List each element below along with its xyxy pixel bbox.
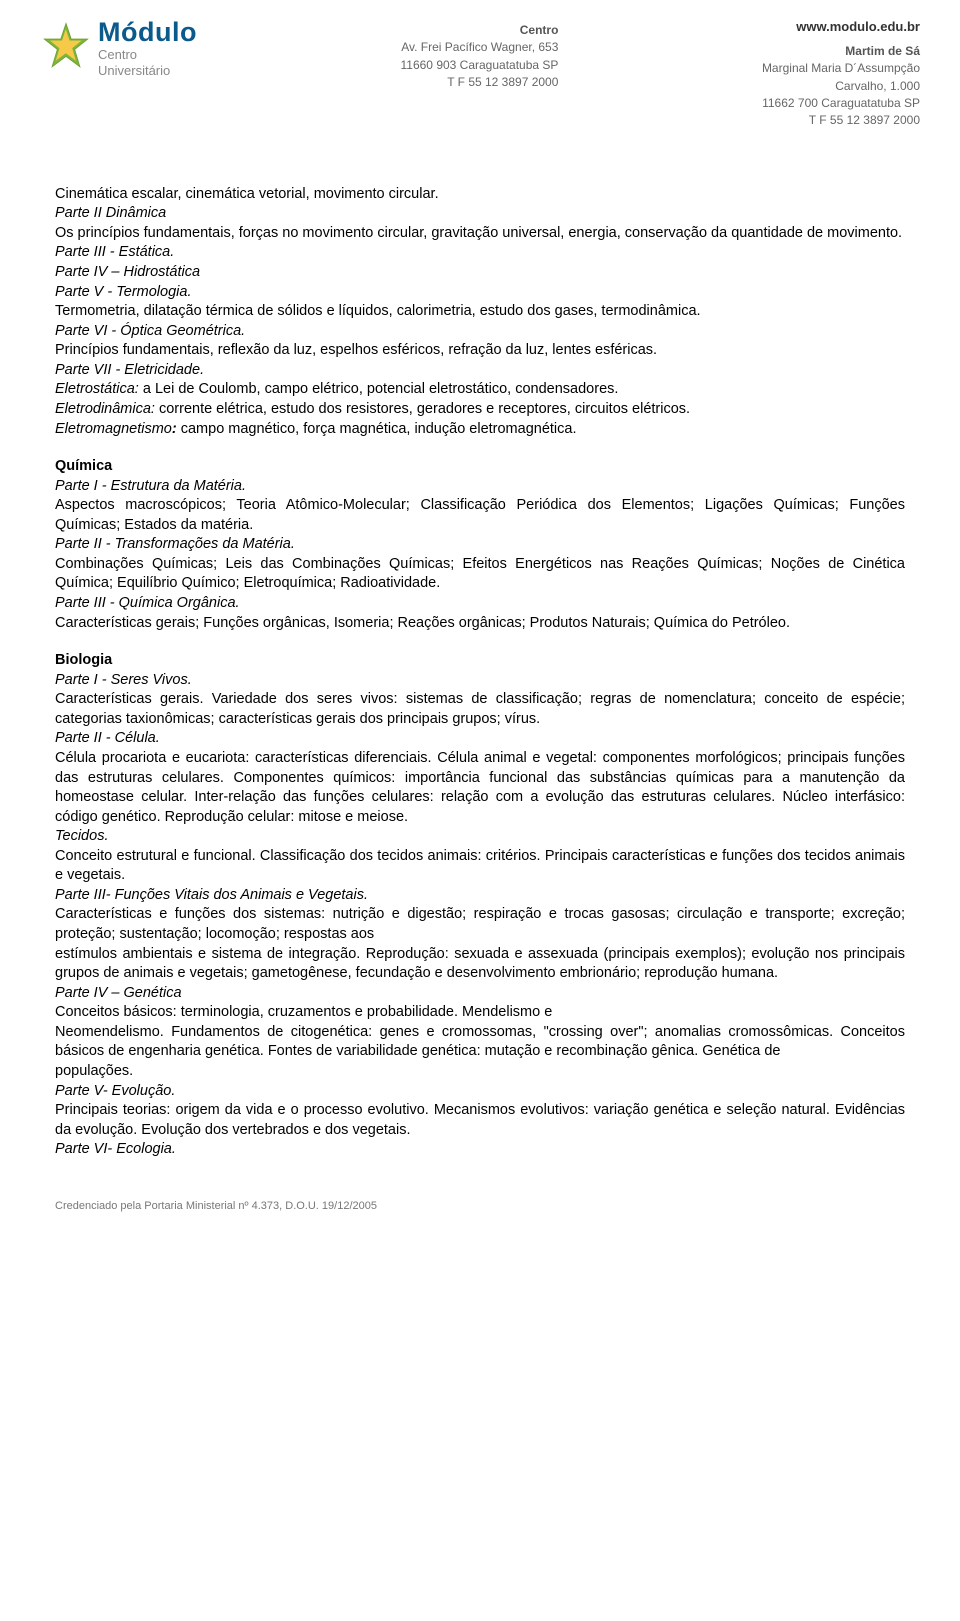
logo-name: Módulo	[98, 18, 197, 46]
fisica-l12: Eletromagnetismo: campo magnético, força…	[55, 420, 905, 440]
biologia-l6: Conceito estrutural e funcional. Classif…	[55, 847, 905, 886]
quimica-l4: Combinações Químicas; Leis das Combinaçõ…	[55, 555, 905, 594]
biologia-l10: Parte IV – Genética	[55, 984, 905, 1004]
fisica-l7: Parte VI - Óptica Geométrica.	[55, 322, 905, 342]
logo-sub2: Universitário	[98, 64, 197, 78]
right-line3: 11662 700 Caraguatatuba SP	[762, 95, 920, 112]
fisica-l10a: Eletrostática:	[55, 381, 139, 397]
quimica-l2: Aspectos macroscópicos; Teoria Atômico-M…	[55, 496, 905, 535]
logo-sub1: Centro	[98, 48, 197, 62]
biologia-l4: Célula procariota e eucariota: caracterí…	[55, 749, 905, 827]
fisica-l1: Cinemática escalar, cinemática vetorial,…	[55, 185, 905, 205]
biologia-l16: Parte VI- Ecologia.	[55, 1140, 905, 1160]
right-line4: T F 55 12 3897 2000	[762, 112, 920, 129]
biologia-l11: Conceitos básicos: terminologia, cruzame…	[55, 1003, 905, 1023]
fisica-l12a: Eletromagnetismo	[55, 421, 172, 437]
biologia-l8: Características e funções dos sistemas: …	[55, 905, 905, 944]
page-footer: Credenciado pela Portaria Ministerial nº…	[0, 1180, 960, 1237]
quimica-l6: Características gerais; Funções orgânica…	[55, 614, 905, 634]
right-line1: Marginal Maria D´Assumpção	[762, 60, 920, 77]
quimica-l1: Parte I - Estrutura da Matéria.	[55, 477, 905, 497]
fisica-l6: Termometria, dilatação térmica de sólido…	[55, 302, 905, 322]
fisica-l10b: a Lei de Coulomb, campo elétrico, potenc…	[139, 381, 619, 397]
biologia-l5: Tecidos.	[55, 827, 905, 847]
biologia-title: Biologia	[55, 651, 905, 671]
fisica-l9: Parte VII - Eletricidade.	[55, 361, 905, 381]
center-line3: T F 55 12 3897 2000	[401, 74, 559, 91]
quimica-l3: Parte II - Transformações da Matéria.	[55, 535, 905, 555]
fisica-l11a: Eletrodinâmica:	[55, 401, 155, 417]
star-icon	[40, 20, 92, 72]
fisica-l2b: Os princípios fundamentais, forças no mo…	[55, 224, 905, 244]
quimica-l5: Parte III - Química Orgânica.	[55, 594, 905, 614]
biologia-l1: Parte I - Seres Vivos.	[55, 671, 905, 691]
document-body: Cinemática escalar, cinemática vetorial,…	[0, 140, 960, 1180]
fisica-l8: Princípios fundamentais, reflexão da luz…	[55, 341, 905, 361]
biologia-l2: Características gerais. Variedade dos se…	[55, 690, 905, 729]
biologia-l14: Parte V- Evolução.	[55, 1082, 905, 1102]
fisica-l11: Eletrodinâmica: corrente elétrica, estud…	[55, 400, 905, 420]
quimica-title: Química	[55, 457, 905, 477]
campus-name: Martim de Sá	[762, 43, 920, 60]
fisica-l2a: Parte II Dinâmica	[55, 204, 905, 224]
biologia-l3: Parte II - Célula.	[55, 729, 905, 749]
center-line1: Av. Frei Pacífico Wagner, 653	[401, 39, 559, 56]
site-url: www.modulo.edu.br	[762, 18, 920, 37]
biologia-l7: Parte III- Funções Vitais dos Animais e …	[55, 886, 905, 906]
logo-block: Módulo Centro Universitário	[40, 18, 197, 78]
biologia-l15: Principais teorias: origem da vida e o p…	[55, 1101, 905, 1140]
fisica-l11b: corrente elétrica, estudo dos resistores…	[155, 401, 690, 417]
biologia-l12: Neomendelismo. Fundamentos de citogenéti…	[55, 1023, 905, 1062]
fisica-l5: Parte V - Termologia.	[55, 283, 905, 303]
fisica-l10: Eletrostática: a Lei de Coulomb, campo e…	[55, 380, 905, 400]
center-address: Centro Av. Frei Pacífico Wagner, 653 116…	[401, 22, 559, 92]
fisica-l12c: campo magnético, força magnética, induçã…	[177, 421, 577, 437]
page-header: Módulo Centro Universitário Centro Av. F…	[0, 0, 960, 140]
right-line2: Carvalho, 1.000	[762, 78, 920, 95]
fisica-l3: Parte III - Estática.	[55, 243, 905, 263]
center-line2: 11660 903 Caraguatatuba SP	[401, 57, 559, 74]
center-title: Centro	[401, 22, 559, 39]
right-address: www.modulo.edu.br Martim de Sá Marginal …	[762, 18, 920, 130]
biologia-l13: populações.	[55, 1062, 905, 1082]
logo-text: Módulo Centro Universitário	[98, 18, 197, 78]
biologia-l9: estímulos ambientais e sistema de integr…	[55, 945, 905, 984]
fisica-l4: Parte IV – Hidrostática	[55, 263, 905, 283]
